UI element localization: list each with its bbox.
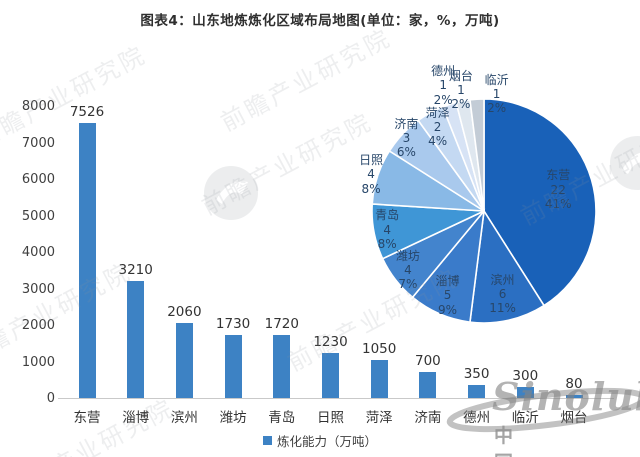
legend-label: 炼化能力（万吨） bbox=[276, 434, 377, 449]
x-axis-label: 济南 bbox=[414, 410, 442, 426]
x-axis-label: 临沂 bbox=[511, 410, 539, 426]
bar-value-label: 700 bbox=[415, 353, 441, 370]
pie-slice-label: 烟台 1 2% bbox=[448, 68, 473, 112]
bar-value-label: 1050 bbox=[362, 340, 397, 357]
bar-value-label: 1230 bbox=[313, 334, 348, 351]
site-name-text: 中国润滑油信息网 bbox=[494, 425, 515, 457]
bar-value-label: 300 bbox=[512, 368, 539, 385]
y-axis-tick-label: 6000 bbox=[21, 172, 55, 187]
brand-logo-icon bbox=[610, 136, 640, 190]
bar bbox=[565, 395, 583, 398]
x-axis-label: 东营 bbox=[73, 410, 101, 426]
brand-watermark: 前瞻产业研究院 bbox=[197, 107, 378, 221]
bar bbox=[322, 353, 339, 398]
pie-slice-label: 青岛 4 8% bbox=[375, 208, 400, 251]
bar-value-label: 350 bbox=[463, 366, 490, 383]
x-axis-label: 烟台 bbox=[560, 410, 588, 426]
bar bbox=[273, 335, 291, 398]
bar-value-label: 80 bbox=[565, 376, 583, 393]
pie-slice-label: 淄博 5 9% bbox=[435, 274, 460, 317]
pie-slice-label: 潍坊 4 7% bbox=[395, 248, 420, 292]
y-axis-tick-label: 1000 bbox=[21, 354, 55, 370]
bar-value-label: 1730 bbox=[215, 315, 251, 332]
chart-title: 图表4：山东地炼炼化区域布局地图(单位：家，%，万吨) bbox=[140, 13, 500, 29]
pie-slice-label: 日照 4 8% bbox=[359, 153, 384, 196]
bar-value-label: 7526 bbox=[69, 104, 105, 121]
x-axis-label: 滨州 bbox=[170, 410, 198, 426]
bar-value-label: 2060 bbox=[167, 303, 202, 320]
bar bbox=[127, 280, 145, 398]
y-axis-tick-label: 7000 bbox=[21, 135, 55, 151]
bar bbox=[175, 322, 193, 398]
y-axis-tick-label: 3000 bbox=[21, 281, 55, 297]
pie-slice-label: 东营 22 41% bbox=[544, 168, 572, 211]
pie-slice-label: 菏泽 2 4% bbox=[425, 105, 450, 148]
legend: 炼化能力（万吨） bbox=[160, 431, 480, 450]
pie-slice-label: 德州 1 2% bbox=[431, 64, 456, 107]
pie-slice-label: 滨州 6 11% bbox=[489, 272, 516, 316]
legend-swatch bbox=[262, 436, 272, 445]
bar bbox=[468, 385, 486, 398]
x-axis-line bbox=[58, 398, 614, 399]
bar bbox=[516, 387, 534, 398]
x-axis-label: 菏泽 bbox=[365, 410, 393, 426]
pie-slice bbox=[469, 208, 546, 324]
x-axis-label: 青岛 bbox=[268, 410, 296, 426]
y-axis-tick-label: 0 bbox=[46, 391, 55, 406]
y-axis-tick-label: 5000 bbox=[21, 208, 55, 224]
pie-slice-label: 济南 3 6% bbox=[394, 116, 419, 160]
bar bbox=[419, 372, 437, 398]
bar bbox=[224, 334, 242, 398]
x-axis-label: 日照 bbox=[317, 410, 344, 426]
x-axis-label: 潍坊 bbox=[219, 410, 247, 426]
bar-value-label: 3210 bbox=[118, 261, 153, 278]
bar-value-label: 1720 bbox=[264, 316, 299, 333]
x-axis-label: 淄博 bbox=[122, 410, 150, 426]
pie-slice-label: 临沂 1 2% bbox=[484, 72, 509, 115]
x-axis-label: 德州 bbox=[463, 410, 491, 426]
brand-logo-icon bbox=[204, 166, 258, 220]
pie-chart bbox=[371, 98, 597, 324]
bar bbox=[370, 359, 388, 398]
y-axis-tick-label: 4000 bbox=[21, 245, 55, 260]
pie-slice bbox=[469, 98, 485, 212]
bar bbox=[78, 123, 96, 398]
y-axis-tick-label: 8000 bbox=[21, 99, 55, 114]
y-axis-tick-label: 2000 bbox=[21, 318, 55, 333]
